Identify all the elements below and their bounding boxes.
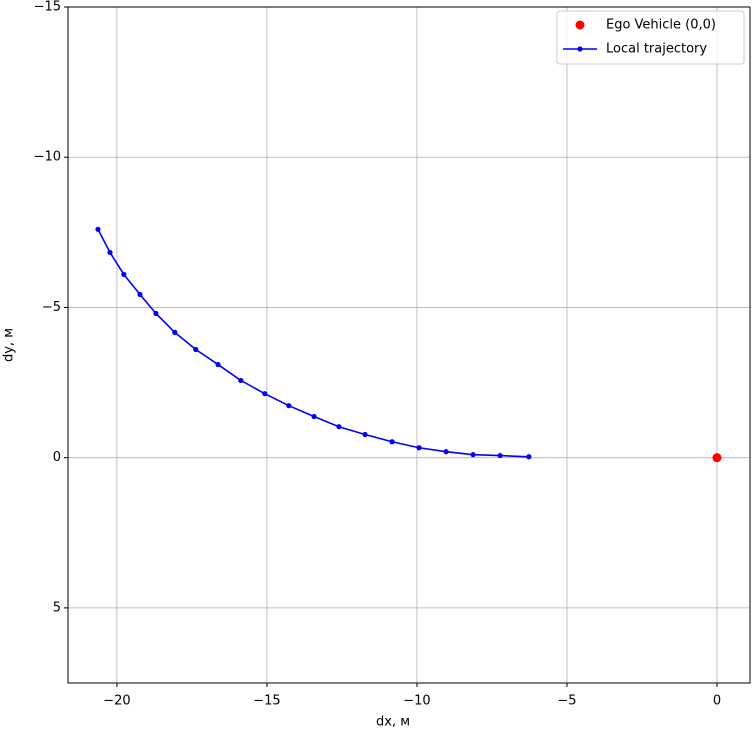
legend-label: Ego Vehicle (0,0) [606, 18, 716, 33]
data-point [107, 249, 113, 256]
data-point [262, 391, 268, 397]
data-point [286, 403, 292, 409]
data-point [215, 361, 221, 368]
data-point [712, 453, 722, 463]
x-tick-label: −10 [403, 694, 430, 709]
data-point [153, 310, 159, 317]
data-point [416, 445, 422, 451]
y-tick-label: −10 [34, 150, 61, 165]
x-tick-label: −20 [103, 694, 130, 709]
data-point [526, 454, 532, 460]
legend-label: Local trajectory [606, 42, 707, 57]
data-point [137, 291, 143, 298]
data-point [389, 439, 395, 445]
y-axis-label: dy, м [2, 328, 17, 362]
data-point [362, 431, 368, 438]
x-tick-label: −5 [557, 694, 576, 709]
x-tick-label: −15 [253, 694, 280, 709]
legend-box [556, 10, 745, 65]
data-point [95, 226, 101, 232]
y-tick-label: −15 [34, 0, 61, 15]
legend: Ego Vehicle (0,0) Local trajectory [556, 10, 745, 65]
plot-frame [67, 6, 751, 684]
series-line [97, 228, 529, 458]
x-axis-label: dx, м [376, 715, 410, 730]
y-tick-label: 0 [53, 450, 61, 465]
x-tick-label: 0 [713, 694, 721, 709]
data-point [470, 452, 476, 458]
data-point [311, 413, 317, 420]
legend-marker [575, 20, 585, 30]
y-tick-label: −5 [42, 300, 61, 315]
data-point [443, 449, 449, 455]
data-point [238, 377, 244, 384]
data-point [172, 329, 178, 335]
data-point [336, 424, 342, 430]
data-point [497, 452, 503, 459]
legend-marker [577, 46, 583, 52]
data-point [121, 271, 127, 277]
y-tick-label: 5 [53, 600, 61, 615]
data-point [193, 346, 199, 353]
